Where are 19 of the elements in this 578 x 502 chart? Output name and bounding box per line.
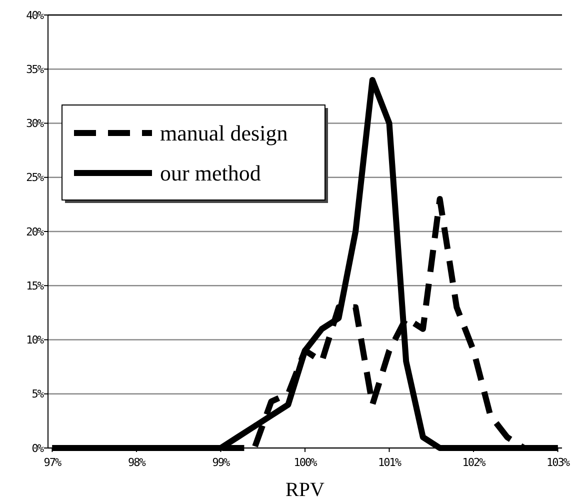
legend-label: manual design	[160, 120, 288, 146]
x-tick-label: 101%	[378, 456, 402, 469]
x-tick-label: 103%	[546, 456, 570, 469]
x-tick-label: 102%	[462, 456, 486, 469]
x-axis-title: RPV	[286, 479, 326, 501]
x-tick-label: 97%	[44, 456, 62, 469]
y-tick-label: 20%	[26, 225, 44, 238]
x-tick-label: 98%	[128, 456, 146, 469]
legend-label: our method	[160, 160, 261, 186]
y-tick-label: 40%	[26, 8, 44, 22]
y-tick-label: 30%	[26, 117, 44, 130]
y-tick-label: 25%	[26, 171, 44, 184]
y-tick-label: 10%	[26, 334, 44, 347]
y-tick-label: 5%	[32, 388, 44, 401]
y-tick-label: 35%	[26, 62, 44, 76]
x-tick-label: 100%	[294, 456, 318, 469]
y-tick-label: 0%	[32, 442, 44, 455]
x-tick-label: 99%	[212, 456, 231, 469]
y-tick-label: 15%	[26, 279, 44, 292]
